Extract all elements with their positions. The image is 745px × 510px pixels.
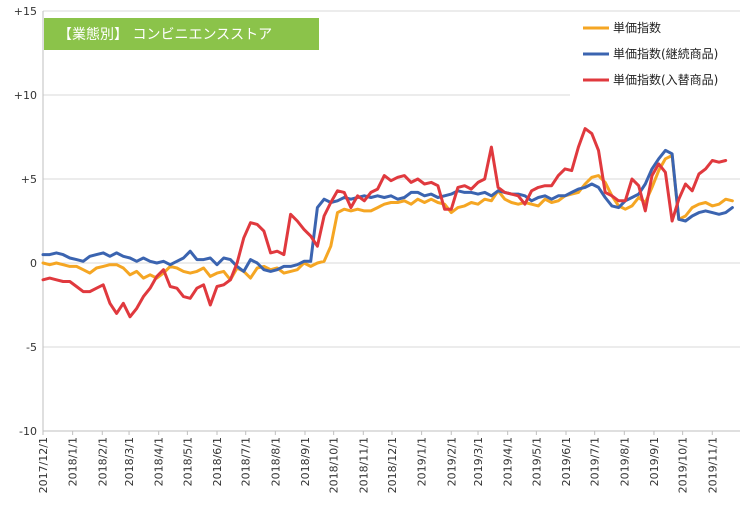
y-tick-label: +15 <box>14 5 37 18</box>
series-layer <box>41 127 734 319</box>
x-tick-label: 2019/7/1 <box>589 437 602 486</box>
x-tick-label: 2019/4/1 <box>502 437 515 486</box>
y-tick-label: +5 <box>21 173 37 186</box>
x-tick-label: 2019/3/1 <box>472 437 485 486</box>
x-tick-label: 2018/4/1 <box>153 437 166 486</box>
x-tick-label: 2019/1/1 <box>416 437 429 486</box>
x-tick-label: 2018/12/1 <box>386 437 399 493</box>
chart-title-background <box>44 18 319 50</box>
x-tick-label: 2019/6/1 <box>560 437 573 486</box>
axes <box>42 11 740 435</box>
legend-label-2: 単価指数(入替商品) <box>613 72 718 87</box>
y-tick-label: -10 <box>19 425 37 438</box>
x-tick-label: 2019/2/1 <box>445 437 458 486</box>
x-tick-label: 2018/5/1 <box>181 437 194 486</box>
x-tick-label: 2019/11/1 <box>706 437 719 493</box>
x-tick-label: 2018/1/1 <box>67 437 80 486</box>
x-tick-label: 2018/10/1 <box>328 437 341 493</box>
x-tick-label: 2019/8/1 <box>618 437 631 486</box>
y-tick-labels: -10 -5 0 +5 +10 +15 <box>14 5 37 438</box>
legend-label-1: 単価指数(継続商品) <box>613 46 718 61</box>
chart-title: 【業態別】 コンビニエンスストア <box>58 27 272 43</box>
x-tick-label: 2019/9/1 <box>648 437 661 486</box>
x-tick-label: 2019/10/1 <box>677 437 690 493</box>
x-tick-label: 2018/6/1 <box>211 437 224 486</box>
x-tick-label: 2019/5/1 <box>530 437 543 486</box>
y-tick-label: +10 <box>14 89 37 102</box>
series-line-1 <box>41 148 734 273</box>
chart-title-box: 【業態別】 コンビニエンスストア <box>44 18 319 50</box>
y-tick-label: -5 <box>26 341 37 354</box>
x-tick-label: 2018/9/1 <box>299 437 312 486</box>
legend-label-0: 単価指数 <box>613 20 661 35</box>
x-tick-label: 2018/2/1 <box>96 437 109 486</box>
x-tick-labels: 2017/12/1 2018/1/1 2018/2/1 2018/3/1 2018/4/… <box>37 437 719 493</box>
series-line-2 <box>41 127 728 319</box>
x-tick-label: 2018/11/1 <box>357 437 370 493</box>
y-tick-label: 0 <box>30 257 37 270</box>
x-tick-label: 2018/8/1 <box>269 437 282 486</box>
x-tick-label: 2018/3/1 <box>123 437 136 486</box>
x-tick-label: 2018/7/1 <box>240 437 253 486</box>
x-tick-label: 2017/12/1 <box>37 437 50 493</box>
